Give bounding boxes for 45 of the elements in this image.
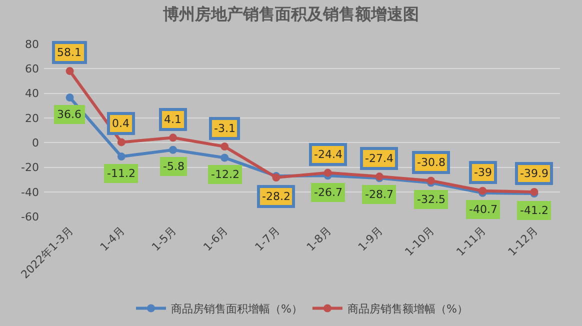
point: [169, 146, 177, 154]
point: [66, 67, 74, 76]
x-tick-label: 1-6月: [200, 224, 231, 254]
data-label: -26.7: [314, 186, 342, 199]
legend-label: 商品房销售面积增幅（%）: [171, 302, 302, 316]
x-tick-label: 1-4月: [98, 224, 128, 254]
data-label: -32.5: [417, 193, 446, 206]
point: [220, 154, 229, 162]
y-tick-label: 40: [25, 87, 39, 100]
data-label: 36.6: [57, 108, 82, 121]
data-label: -40.7: [469, 203, 498, 216]
y-tick-label: -20: [21, 161, 39, 174]
data-label: -39: [474, 166, 492, 179]
data-label: -39.9: [520, 167, 548, 180]
x-tick-label: 1-9月: [356, 224, 386, 254]
point: [169, 134, 177, 142]
data-label: -12.2: [211, 168, 240, 181]
data-label: -30.8: [417, 156, 446, 169]
y-tick-label: 80: [25, 38, 39, 51]
data-label: -11.2: [107, 167, 136, 180]
y-tick-label: -60: [21, 210, 39, 224]
data-label: 58.1: [57, 46, 82, 59]
point: [117, 152, 126, 161]
legend-label: 商品房销售额增幅（%）: [347, 302, 468, 316]
point: [117, 138, 126, 146]
point: [66, 94, 74, 102]
x-tick-label: 1-7月: [252, 224, 282, 254]
data-label: -28.2: [262, 190, 290, 203]
y-tick-label: 0: [32, 136, 39, 150]
data-label: -5.8: [163, 160, 184, 173]
x-tick-label: 1-5月: [149, 224, 180, 254]
y-tick-label: -40: [21, 186, 39, 199]
data-label: -27.4: [365, 152, 394, 165]
point: [220, 142, 229, 151]
data-label: -28.7: [365, 188, 394, 201]
data-label: 0.4: [112, 117, 130, 130]
data-label: -41.2: [520, 204, 548, 217]
x-tick-label: 1-8月: [304, 224, 334, 254]
data-label: -3.1: [214, 122, 236, 135]
y-tick-label: 60: [25, 62, 39, 76]
chart-title: 博州房地产销售面积及销售额增速图: [162, 4, 419, 24]
y-tick-label: 20: [25, 112, 39, 125]
data-label: 4.1: [164, 113, 182, 126]
data-label: -24.4: [314, 148, 342, 161]
point: [324, 168, 332, 177]
